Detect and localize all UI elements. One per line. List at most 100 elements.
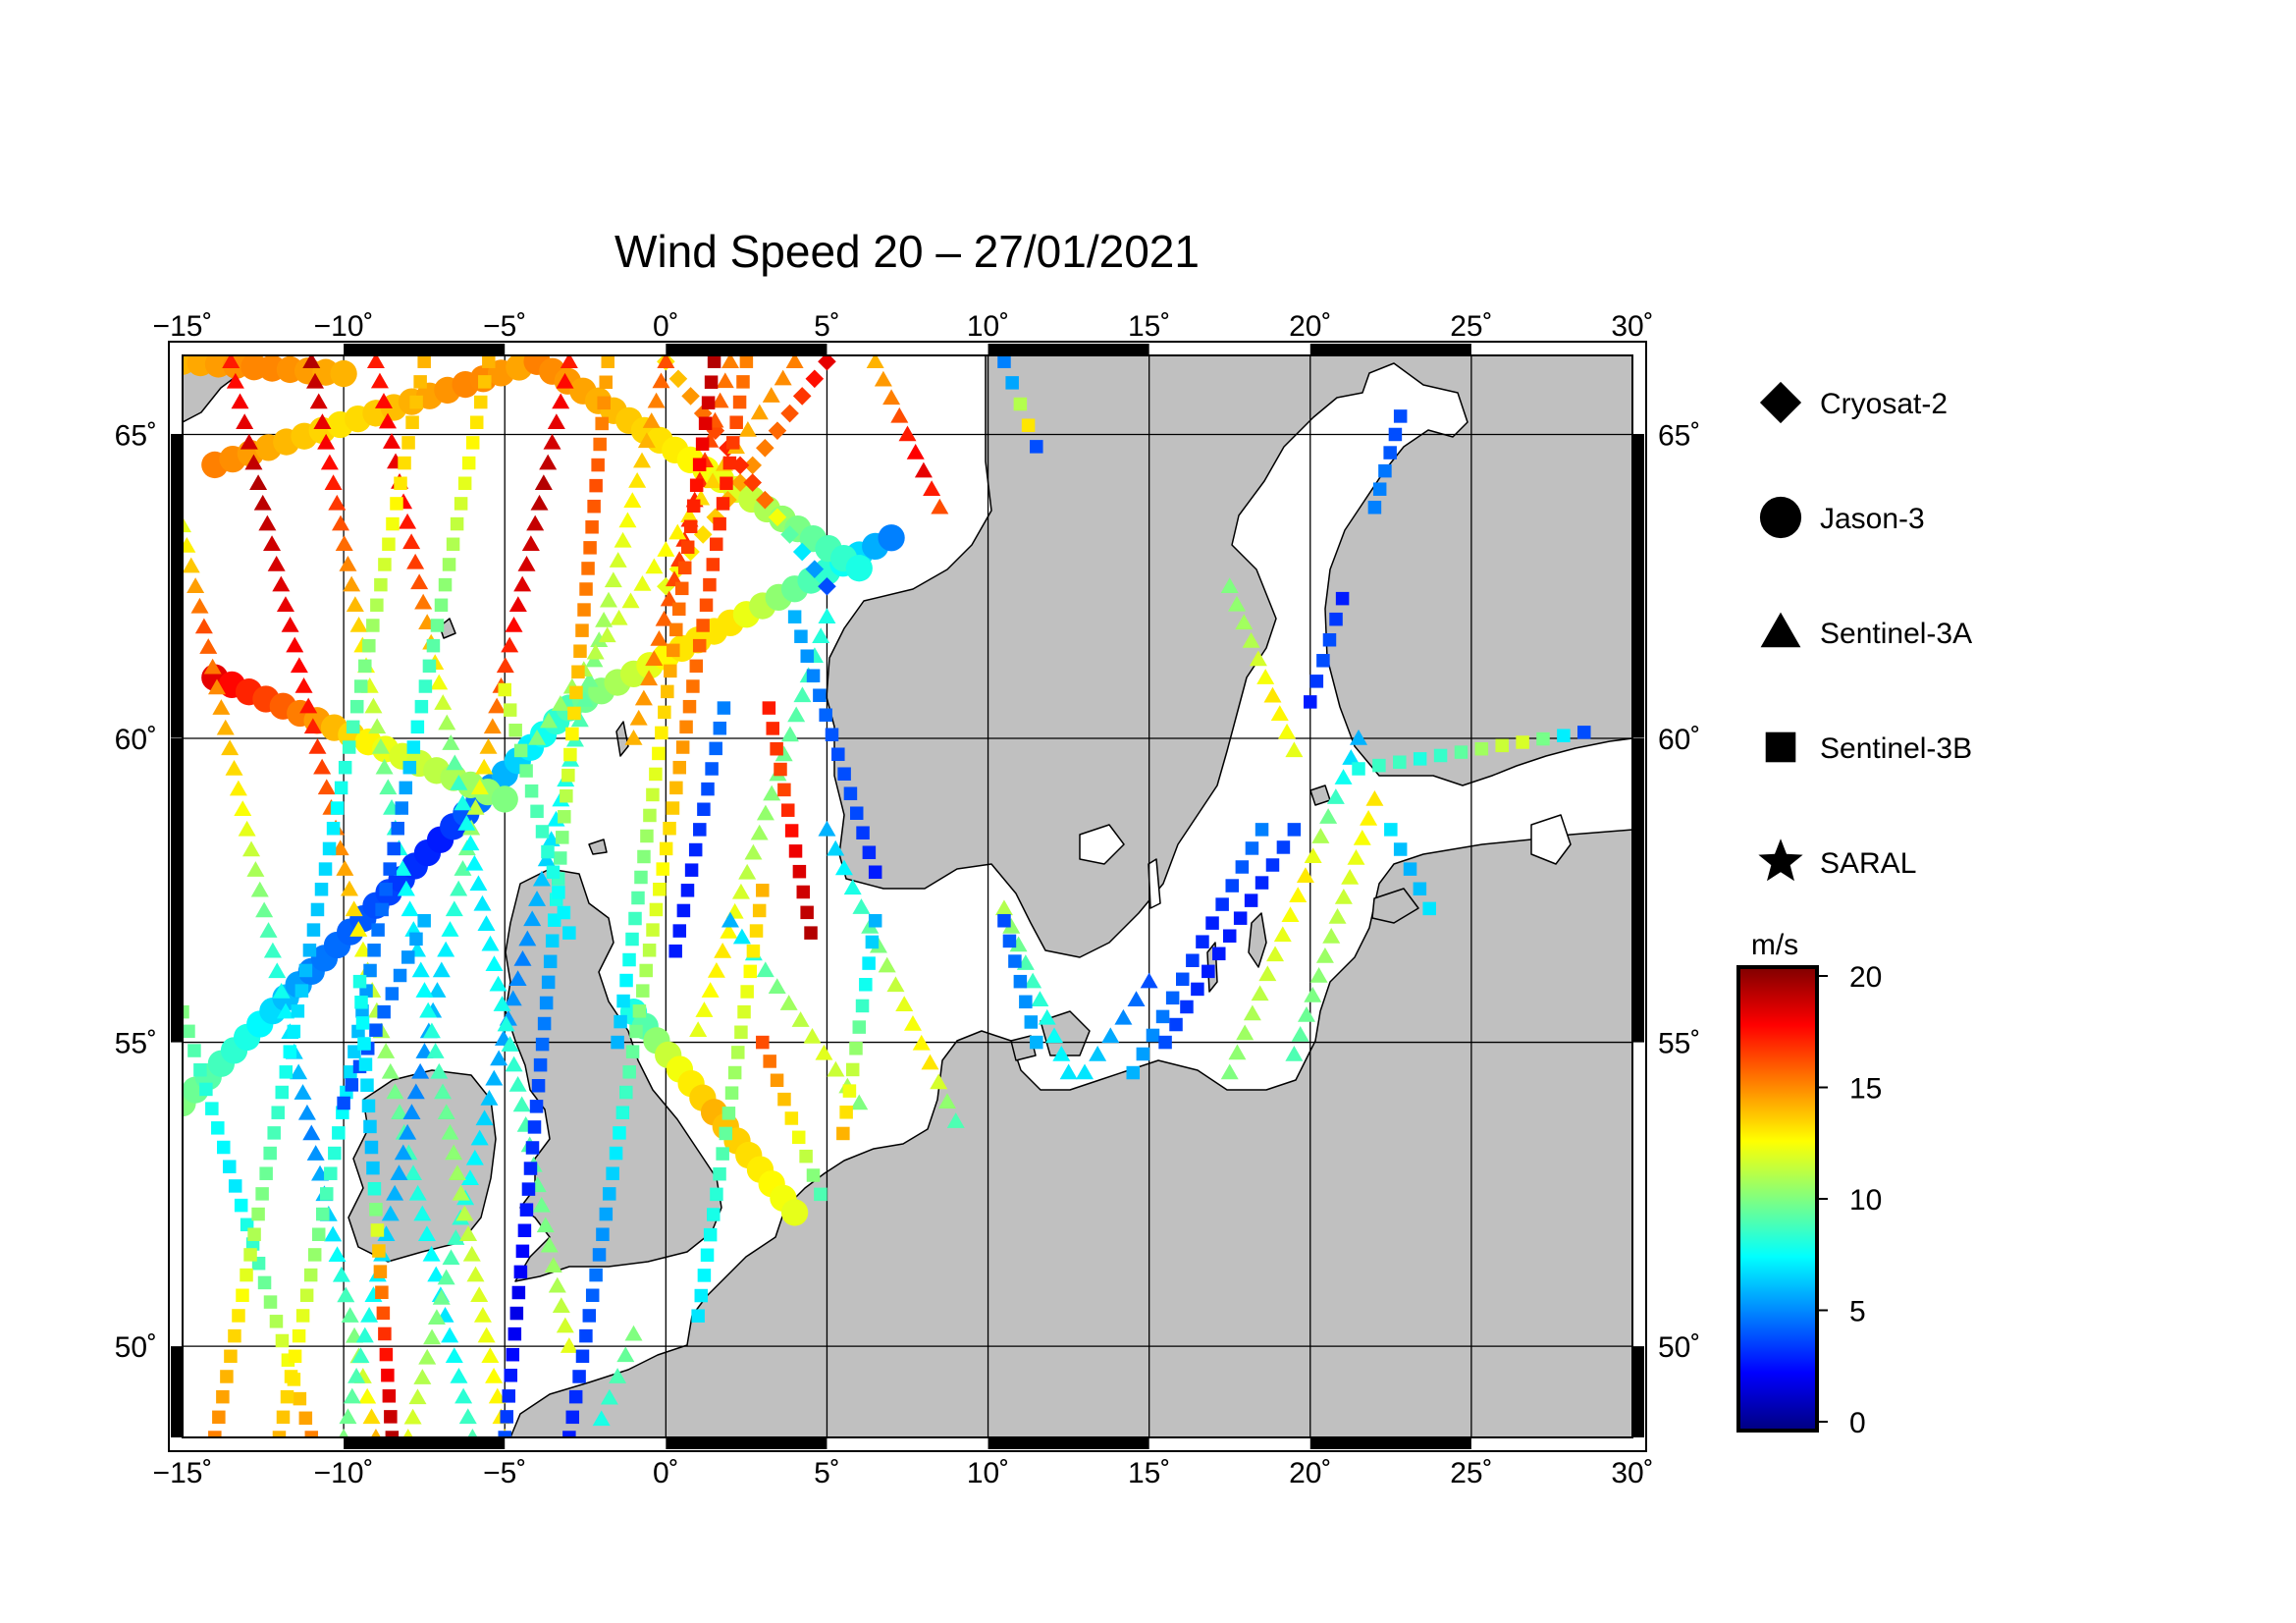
latitude-tick-label: 65˚	[115, 419, 157, 452]
track-point	[222, 355, 240, 368]
track-point	[784, 824, 799, 838]
track-point	[247, 1227, 261, 1241]
track-point	[459, 1225, 478, 1241]
track-point	[411, 1062, 430, 1079]
track-point	[593, 437, 607, 452]
track-point	[1228, 1044, 1247, 1060]
track-point	[1233, 911, 1248, 925]
track-point	[361, 1099, 376, 1113]
track-point	[216, 1389, 230, 1404]
track-point	[619, 1085, 633, 1100]
track-point	[279, 1065, 294, 1079]
track-point	[337, 1286, 355, 1303]
track-point	[454, 860, 472, 876]
track-point	[706, 558, 721, 571]
track-point	[705, 762, 719, 776]
track-point	[534, 474, 553, 490]
track-point	[1384, 823, 1398, 837]
track-point	[349, 921, 368, 937]
track-point	[294, 677, 313, 693]
track-point	[355, 1016, 370, 1030]
track-point	[1176, 972, 1190, 987]
track-point	[1024, 1015, 1039, 1029]
track-point	[623, 492, 642, 508]
track-point	[781, 803, 795, 817]
track-point	[868, 914, 882, 928]
circle-icon	[1759, 496, 1802, 539]
colorbar-unit: m/s	[1751, 929, 1798, 961]
track-point	[818, 820, 836, 837]
track-point	[602, 1187, 616, 1201]
track-point	[287, 1024, 301, 1039]
track-point	[1038, 1008, 1056, 1025]
track-point	[837, 767, 851, 781]
track-point	[1114, 1008, 1133, 1025]
track-point	[669, 622, 683, 637]
track-point	[680, 507, 699, 522]
track-point	[537, 1016, 552, 1031]
track-point	[601, 355, 615, 368]
track-point	[450, 880, 468, 896]
track-point	[272, 982, 291, 999]
track-point	[727, 1065, 742, 1080]
track-point	[363, 963, 377, 978]
track-point	[585, 520, 599, 534]
track-point	[1276, 840, 1291, 854]
track-point	[1146, 1028, 1160, 1043]
track-point	[768, 508, 787, 527]
track-point	[302, 355, 321, 368]
track-point	[836, 1126, 850, 1141]
track-point	[454, 794, 472, 811]
track-point	[330, 359, 357, 388]
track-point	[777, 1092, 791, 1107]
track-point	[668, 369, 688, 389]
track-point	[575, 691, 594, 707]
latitude-tick-label: 50˚	[115, 1331, 157, 1364]
track-point	[890, 406, 909, 423]
track-point	[834, 859, 853, 876]
track-point	[386, 1184, 404, 1201]
track-point	[366, 1161, 380, 1175]
track-point	[796, 885, 811, 899]
track-point	[1019, 995, 1033, 1009]
track-point	[614, 1014, 627, 1029]
track-point	[596, 1227, 610, 1241]
track-point	[540, 1236, 559, 1253]
track-point	[376, 1306, 391, 1321]
track-point	[458, 1408, 477, 1425]
track-point	[774, 369, 792, 386]
track-point	[427, 1266, 446, 1282]
track-point	[794, 629, 808, 643]
frame-bar-bottom	[1309, 1438, 1471, 1449]
track-point	[622, 952, 636, 967]
track-point	[508, 1076, 527, 1092]
track-point	[818, 576, 836, 596]
track-point	[1245, 841, 1259, 855]
track-point	[183, 557, 200, 573]
track-point	[228, 1328, 241, 1343]
track-point	[491, 785, 518, 813]
track-point	[689, 659, 704, 674]
track-point	[674, 581, 689, 596]
track-point	[640, 670, 659, 686]
track-point	[253, 494, 272, 511]
track-point	[402, 760, 417, 775]
track-point	[1329, 612, 1343, 626]
track-point	[498, 1431, 511, 1437]
track-point	[762, 701, 776, 715]
track-point	[622, 1065, 636, 1079]
track-point	[614, 531, 632, 548]
track-point	[187, 1044, 201, 1057]
track-point	[441, 1326, 459, 1343]
track-point	[843, 786, 858, 800]
track-point	[819, 708, 832, 722]
track-point	[346, 596, 364, 613]
track-point	[592, 1410, 611, 1427]
satellite-legend: Cryosat-2 Jason-3 Sentinel-3A Sentinel-3B SA…	[1758, 381, 1972, 882]
track-point	[1350, 730, 1368, 745]
track-point	[1243, 1004, 1261, 1021]
track-point	[1309, 675, 1324, 688]
track-point	[711, 392, 729, 408]
track-point	[455, 1205, 474, 1221]
track-point	[328, 1246, 347, 1263]
